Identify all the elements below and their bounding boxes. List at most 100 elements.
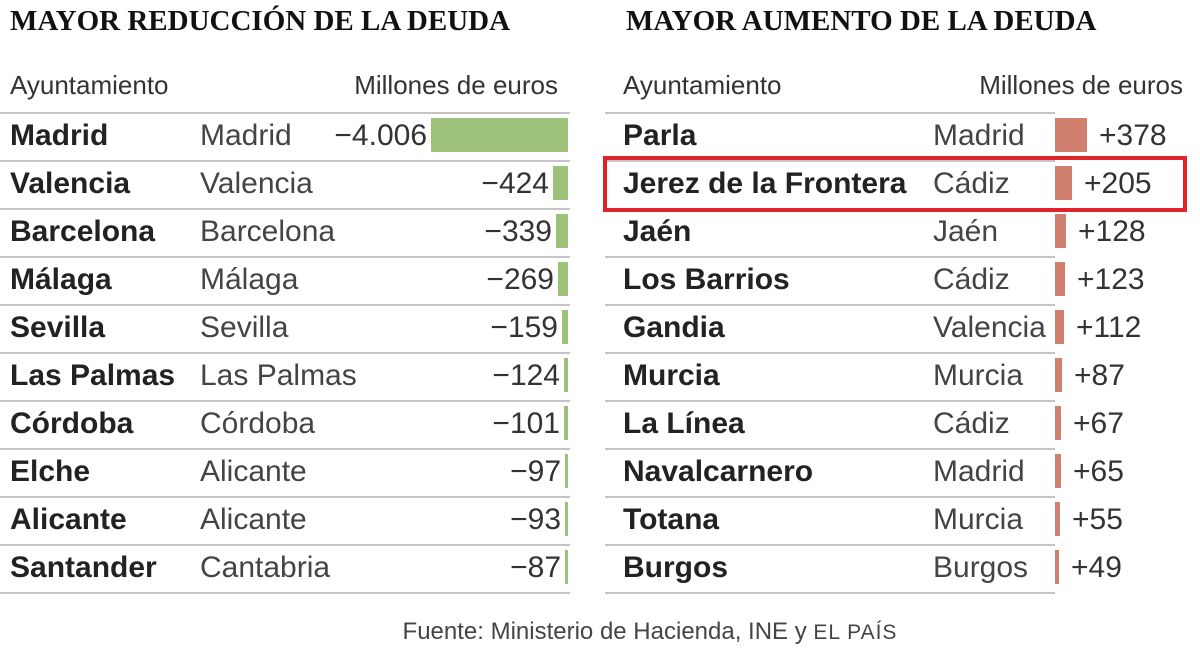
left-chart-title: MAYOR REDUCCIÓN DE LA DEUDA xyxy=(10,5,511,37)
value-bar xyxy=(1055,358,1062,392)
highlight-box xyxy=(603,156,1187,212)
table-row: Elche Alicante −97 xyxy=(0,448,570,496)
province-name: Córdoba xyxy=(200,407,316,440)
province-name: Burgos xyxy=(933,551,1029,584)
table-divider xyxy=(0,304,570,306)
table-divider xyxy=(0,208,570,210)
table-divider xyxy=(605,592,1055,594)
value-bar xyxy=(1055,262,1065,296)
value-bar xyxy=(565,454,568,488)
table-divider xyxy=(0,496,570,498)
table-divider xyxy=(0,160,570,162)
value-bar xyxy=(562,310,568,344)
table-divider xyxy=(605,448,1055,450)
table-row: Totana Murcia +55 xyxy=(605,496,1195,544)
table-divider xyxy=(605,160,1055,162)
column-header-millones: Millones de euros xyxy=(354,70,558,100)
province-name: Madrid xyxy=(933,455,1025,488)
province-name: Cantabria xyxy=(200,551,331,584)
value-label: +123 xyxy=(1077,263,1145,296)
right-chart-title: MAYOR AUMENTO DE LA DEUDA xyxy=(626,5,1097,37)
province-name: Alicante xyxy=(200,503,307,536)
municipality-name: Alicante xyxy=(10,503,127,536)
column-header-millones: Millones de euros xyxy=(979,70,1183,100)
province-name: Madrid xyxy=(200,119,292,152)
column-header-ayuntamiento: Ayuntamiento xyxy=(10,70,169,100)
value-bar xyxy=(1055,502,1060,536)
province-name: Jaén xyxy=(933,215,999,248)
municipality-name: La Línea xyxy=(623,407,745,440)
province-name: Cádiz xyxy=(933,263,1010,296)
table-divider xyxy=(605,256,1055,258)
table-divider xyxy=(605,304,1055,306)
table-row: Málaga Málaga −269 xyxy=(0,256,570,304)
table-row: Jerez de la Frontera Cádiz +205 xyxy=(605,160,1195,208)
municipality-name: Navalcarnero xyxy=(623,455,814,488)
table-divider xyxy=(0,544,570,546)
source-note: Fuente: Ministerio de Hacienda, INE y EL… xyxy=(0,618,1200,646)
table-row: Santander Cantabria −87 xyxy=(0,544,570,592)
table-divider xyxy=(605,496,1055,498)
value-bar xyxy=(1055,118,1087,152)
source-brand: EL PAÍS xyxy=(813,621,898,644)
municipality-name: Jaén xyxy=(623,215,692,248)
table-row: Madrid Madrid −4.006 xyxy=(0,112,570,160)
table-row: Parla Madrid +378 xyxy=(605,112,1195,160)
debt-increase-table: Ayuntamiento Millones de euros Parla Madr… xyxy=(603,70,1195,600)
municipality-name: Córdoba xyxy=(10,407,134,440)
value-label: −424 xyxy=(481,167,549,200)
municipality-name: Murcia xyxy=(623,359,720,392)
table-row: Valencia Valencia −424 xyxy=(0,160,570,208)
column-header-ayuntamiento: Ayuntamiento xyxy=(623,70,782,100)
value-bar xyxy=(553,166,568,200)
table-divider xyxy=(0,256,570,258)
municipality-name: Madrid xyxy=(10,119,109,152)
municipality-name: Jerez de la Frontera xyxy=(623,167,907,200)
table-divider xyxy=(0,112,570,114)
value-bar xyxy=(558,262,568,296)
value-label: −4.006 xyxy=(334,119,427,152)
value-label: +128 xyxy=(1078,215,1146,248)
value-label: −93 xyxy=(510,503,561,536)
province-name: Valencia xyxy=(200,167,313,200)
source-text: Fuente: Ministerio de Hacienda, INE y xyxy=(402,618,807,645)
municipality-name: Gandia xyxy=(623,311,725,344)
value-bar xyxy=(431,118,568,152)
province-name: Cádiz xyxy=(933,407,1010,440)
table-divider xyxy=(0,448,570,450)
table-divider xyxy=(605,112,1055,114)
table-row: Los Barrios Cádiz +123 xyxy=(605,256,1195,304)
table-row: Burgos Burgos +49 xyxy=(605,544,1195,592)
province-name: Las Palmas xyxy=(200,359,357,392)
municipality-name: Valencia xyxy=(10,167,131,200)
value-label: −97 xyxy=(510,455,561,488)
value-label: +65 xyxy=(1073,455,1124,488)
value-label: +87 xyxy=(1074,359,1125,392)
value-label: −124 xyxy=(492,359,560,392)
value-label: −101 xyxy=(492,407,560,440)
municipality-name: Santander xyxy=(10,551,157,584)
table-row: Navalcarnero Madrid +65 xyxy=(605,448,1195,496)
value-label: −159 xyxy=(490,311,558,344)
province-name: Alicante xyxy=(200,455,307,488)
municipality-name: Sevilla xyxy=(10,311,106,344)
value-bar xyxy=(1055,406,1061,440)
province-name: Málaga xyxy=(200,263,299,296)
province-name: Valencia xyxy=(933,311,1046,344)
province-name: Cádiz xyxy=(933,167,1010,200)
table-row: Sevilla Sevilla −159 xyxy=(0,304,570,352)
table-row: Córdoba Córdoba −101 xyxy=(0,400,570,448)
table-row: Gandia Valencia +112 xyxy=(605,304,1195,352)
value-label: −269 xyxy=(486,263,554,296)
table-row: La Línea Cádiz +67 xyxy=(605,400,1195,448)
table-divider xyxy=(0,400,570,402)
municipality-name: Las Palmas xyxy=(10,359,176,392)
value-bar xyxy=(556,214,568,248)
table-divider xyxy=(605,400,1055,402)
municipality-name: Burgos xyxy=(623,551,728,584)
value-bar xyxy=(1055,550,1059,584)
province-name: Barcelona xyxy=(200,215,336,248)
value-bar xyxy=(564,358,568,392)
municipality-name: Barcelona xyxy=(10,215,156,248)
value-bar xyxy=(1055,214,1066,248)
